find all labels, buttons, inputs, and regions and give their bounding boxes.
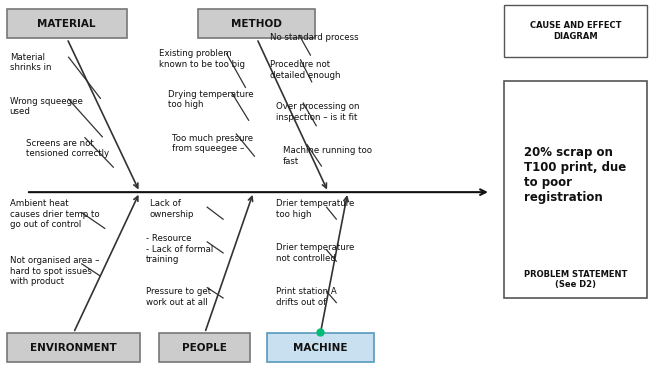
Text: CAUSE AND EFFECT
DIAGRAM: CAUSE AND EFFECT DIAGRAM	[530, 21, 621, 41]
Text: PROBLEM STATEMENT
(See D2): PROBLEM STATEMENT (See D2)	[523, 269, 627, 289]
FancyBboxPatch shape	[504, 5, 647, 57]
Text: Drying temperature
too high: Drying temperature too high	[168, 90, 254, 109]
Text: MATERIAL: MATERIAL	[38, 19, 96, 29]
Text: Drier temperature
too high: Drier temperature too high	[276, 199, 355, 219]
Text: Print station A
drifts out of: Print station A drifts out of	[276, 287, 337, 307]
Text: Wrong squeegee
used: Wrong squeegee used	[10, 97, 83, 116]
Text: Existing problem
known to be too big: Existing problem known to be too big	[159, 49, 245, 69]
FancyBboxPatch shape	[6, 9, 127, 38]
Text: Material
shrinks in: Material shrinks in	[10, 53, 51, 72]
Text: Drier temperature
not controlled: Drier temperature not controlled	[276, 243, 355, 263]
Text: Not organised area –
hard to spot issues
with product: Not organised area – hard to spot issues…	[10, 256, 99, 286]
FancyBboxPatch shape	[159, 333, 250, 362]
FancyBboxPatch shape	[504, 81, 647, 298]
Text: Procedure not
detailed enough: Procedure not detailed enough	[270, 60, 340, 80]
Text: Lack of
ownership: Lack of ownership	[150, 199, 194, 219]
Text: Ambient heat
causes drier temp to
go out of control: Ambient heat causes drier temp to go out…	[10, 199, 99, 229]
Text: Pressure to get
work out at all: Pressure to get work out at all	[146, 287, 211, 307]
FancyBboxPatch shape	[6, 333, 140, 362]
Text: Too much pressure
from squeegee –: Too much pressure from squeegee –	[172, 134, 254, 153]
Text: 20% scrap on
T100 print, due
to poor
registration: 20% scrap on T100 print, due to poor reg…	[524, 146, 627, 204]
Text: ENVIRONMENT: ENVIRONMENT	[30, 343, 116, 353]
Text: MACHINE: MACHINE	[293, 343, 347, 353]
Text: No standard process: No standard process	[270, 33, 358, 42]
FancyBboxPatch shape	[266, 333, 374, 362]
Text: Screens are not
tensioned correctly: Screens are not tensioned correctly	[26, 139, 109, 158]
Text: Over processing on
inspection – is it fit: Over processing on inspection – is it fi…	[276, 102, 359, 122]
Text: PEOPLE: PEOPLE	[182, 343, 228, 353]
Text: - Resource
- Lack of formal
training: - Resource - Lack of formal training	[146, 234, 213, 264]
Text: METHOD: METHOD	[231, 19, 282, 29]
FancyBboxPatch shape	[198, 9, 315, 38]
Text: Machine running too
fast: Machine running too fast	[283, 146, 372, 166]
